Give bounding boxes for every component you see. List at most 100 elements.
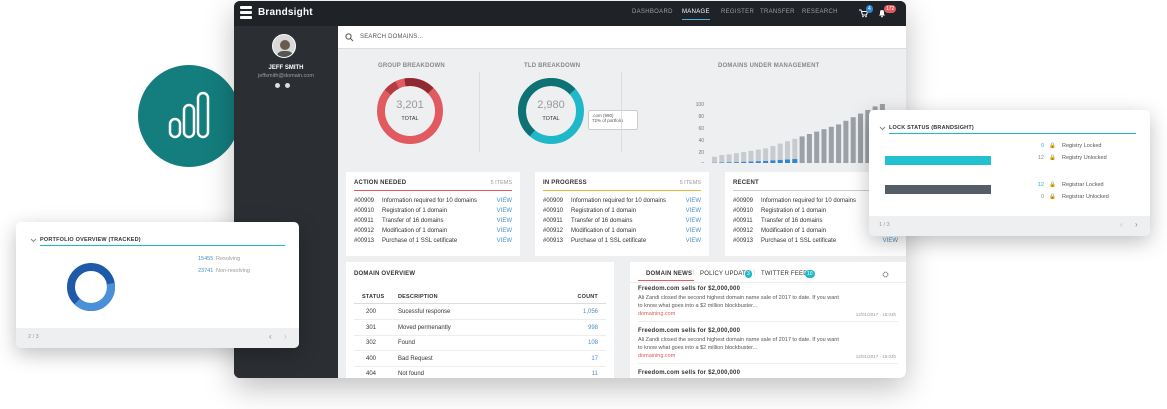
item-text: Transfer of 16 domains — [382, 218, 444, 224]
news-source[interactable]: domaining.com — [638, 353, 676, 359]
y-tick-label: 80 — [698, 114, 704, 120]
view-link[interactable]: VIEW — [685, 228, 701, 234]
group-donut — [377, 78, 443, 144]
news-title[interactable]: Freedom.com sells for $2,000,000 — [638, 370, 741, 376]
group-total-value: 3,201 — [396, 99, 424, 111]
news-time: 12/01/2017 - 18:03h — [855, 312, 896, 317]
nav-transfer[interactable]: TRANSFER — [760, 9, 795, 15]
user-email: jeffsmith@domain.com — [258, 73, 314, 79]
next-icon[interactable]: › — [284, 332, 287, 341]
chevron-down-icon[interactable] — [30, 237, 37, 244]
card-underline — [354, 190, 512, 191]
col-count: COUNT — [577, 294, 598, 300]
brand-name: Brandsight — [258, 7, 313, 18]
next-icon[interactable]: › — [1135, 220, 1138, 229]
item-text: Modification of 1 domain — [761, 228, 827, 234]
tab-twitter-feed[interactable]: TWITTER FEED — [761, 271, 808, 277]
item-id: #00910 — [354, 208, 375, 214]
view-link[interactable]: VIEW — [496, 208, 512, 214]
view-link[interactable]: VIEW — [685, 238, 701, 244]
view-link[interactable]: VIEW — [496, 238, 512, 244]
nav-research[interactable]: RESEARCH — [802, 9, 838, 15]
bar — [748, 161, 754, 163]
title-underline — [40, 245, 285, 246]
bell-icon[interactable] — [877, 8, 887, 18]
news-time: 12/01/2017 - 18:03h — [855, 354, 896, 359]
prev-icon[interactable]: ‹ — [1120, 220, 1123, 229]
cell-count[interactable]: 1,056 — [582, 309, 598, 315]
search-input[interactable]: SEARCH DOMAINS... — [360, 34, 424, 40]
nav-register[interactable]: REGISTER — [721, 9, 755, 15]
lock-label: Registrar Unlocked — [1062, 194, 1109, 200]
bar — [755, 161, 761, 163]
table-row: 301 Moved permenantly 998 — [354, 322, 606, 336]
list-item: #00911 Transfer of 16 domains VIEW — [543, 218, 701, 228]
item-text: Purchase of 1 SSL cetificate — [761, 238, 837, 244]
avatar[interactable] — [272, 34, 296, 58]
item-text: Registration of 1 domain — [761, 208, 827, 214]
view-link[interactable]: VIEW — [685, 218, 701, 224]
tab-policy-update[interactable]: POLICY UPDATE — [700, 271, 751, 277]
settings-icon[interactable] — [275, 83, 280, 88]
view-link[interactable]: VIEW — [685, 198, 701, 204]
search-bar[interactable]: SEARCH DOMAINS... — [338, 26, 906, 49]
lock-count: 0 — [1040, 194, 1044, 200]
gear-icon[interactable] — [882, 271, 889, 278]
nav-dashboard[interactable]: DASHBOARD — [632, 9, 673, 15]
view-link[interactable]: VIEW — [496, 218, 512, 224]
table-divider — [354, 303, 606, 304]
col-description: DESCRIPTION — [398, 294, 438, 300]
cell-count[interactable]: 11 — [591, 371, 598, 377]
list-item: #00912 Modification of 1 domain VIEW — [354, 228, 512, 238]
panel-footer — [869, 216, 1150, 236]
item-id: #00909 — [543, 198, 564, 204]
item-id: #00913 — [543, 238, 564, 244]
main-content: SEARCH DOMAINS... GROUP BREAKDOWN 3,201 … — [338, 26, 906, 378]
news-title[interactable]: Freedom.com sells for $2,000,000 — [638, 286, 741, 292]
lock-label: Registry Locked — [1062, 143, 1102, 149]
view-link[interactable]: VIEW — [496, 228, 512, 234]
lock-icon: 🔒 — [1049, 143, 1056, 149]
table-row: 302 Found 108 — [354, 337, 606, 351]
lock-row: 0 🔒 Registry Locked — [1029, 143, 1139, 153]
tab-domain-news[interactable]: DOMAIN NEWS — [646, 271, 693, 277]
registry-bar — [885, 156, 991, 165]
cell-count[interactable]: 17 — [591, 355, 598, 362]
view-link[interactable]: VIEW — [496, 198, 512, 204]
bar — [741, 152, 747, 163]
cell-count[interactable]: 108 — [587, 340, 598, 346]
bar — [755, 149, 761, 163]
item-id: #00911 — [733, 218, 753, 224]
table-row: 200 Sucessful response 1,056 — [354, 306, 606, 320]
lock-row: 12 🔒 Registry Unlocked — [1029, 155, 1139, 165]
news-divider — [638, 321, 898, 322]
list-item: #00913 Purchase of 1 SSL cetificate VIEW — [543, 238, 701, 248]
item-text: Information required for 10 domains — [382, 198, 478, 204]
registrar-bar — [885, 185, 991, 194]
view-link[interactable]: VIEW — [882, 238, 898, 244]
view-link[interactable]: VIEW — [685, 208, 701, 214]
news-title[interactable]: Freedom.com sells for $2,000,000 — [638, 328, 741, 334]
card-underline — [733, 190, 906, 191]
list-item: #00909 Information required for 10 domain… — [354, 198, 512, 208]
y-tick-label: 20 — [698, 150, 704, 156]
bar — [726, 154, 732, 163]
item-text: Purchase of 1 SSL cetificate — [571, 238, 647, 244]
chevron-down-icon[interactable] — [879, 125, 886, 132]
prev-icon[interactable]: ‹ — [269, 332, 272, 341]
bar — [821, 129, 827, 163]
cell-count[interactable]: 998 — [587, 324, 598, 331]
bar — [799, 136, 805, 163]
nav-manage[interactable]: MANAGE — [682, 9, 710, 20]
bar — [836, 124, 842, 163]
non-resolving-count: 23741 — [198, 268, 214, 274]
y-tick-label: 40 — [698, 138, 704, 144]
item-text: Modification of 1 domain — [571, 228, 637, 234]
bar — [865, 110, 871, 163]
power-icon[interactable] — [285, 83, 290, 88]
charts-panel: GROUP BREAKDOWN 3,201 TOTAL TLD BREAKDOW… — [338, 50, 906, 163]
news-source[interactable]: domaining.com — [638, 311, 676, 317]
bar — [726, 162, 732, 163]
search-icon — [345, 33, 354, 42]
cell-status: 200 — [366, 309, 377, 315]
